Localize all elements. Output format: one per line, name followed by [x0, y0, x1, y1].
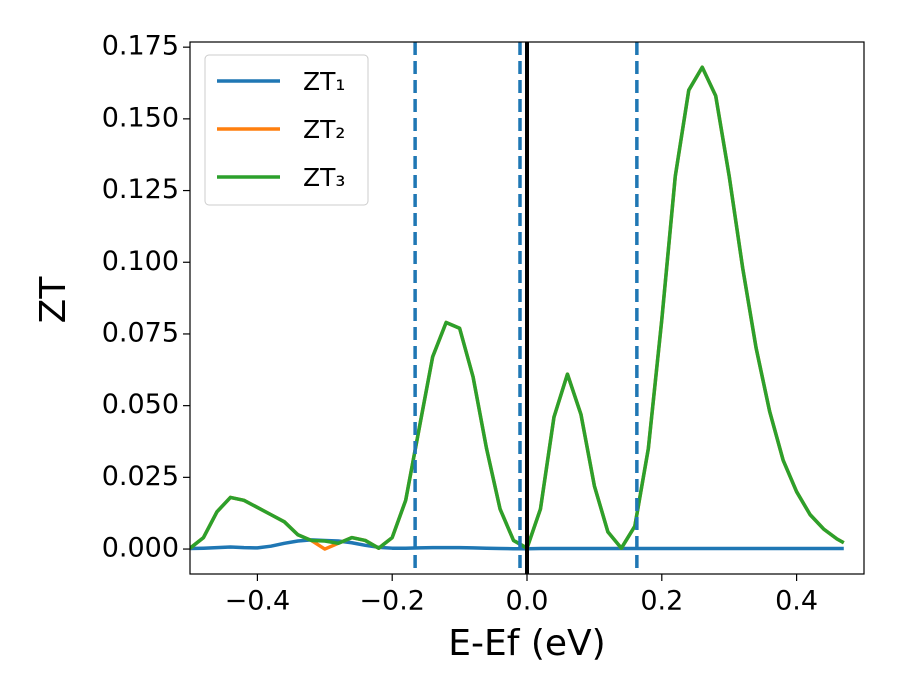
plot-frame — [189, 41, 865, 575]
legend-box — [204, 54, 369, 206]
x-tick-label: 0.0 — [506, 586, 549, 617]
x-tick-label: −0.2 — [359, 586, 425, 617]
x-axis-label: E-Ef (eV) — [448, 623, 605, 664]
legend-label: ZT₂ — [303, 115, 345, 144]
y-tick-label: 0.050 — [102, 389, 179, 420]
y-tick-label: 0.150 — [102, 102, 179, 133]
x-tick-label: 0.2 — [640, 586, 683, 617]
y-tick-label: 0.075 — [102, 317, 179, 348]
legend-label: ZT₃ — [303, 163, 345, 192]
y-tick-label: 0.175 — [102, 31, 179, 62]
y-axis-label: ZT — [33, 276, 74, 324]
y-tick-label: 0.125 — [102, 174, 179, 205]
y-tick-label: 0.025 — [102, 461, 179, 492]
y-tick-label: 0.000 — [102, 533, 179, 564]
y-tick-label: 0.100 — [102, 246, 179, 277]
x-tick-label: 0.4 — [775, 586, 818, 617]
legend-label: ZT₁ — [303, 67, 345, 96]
x-tick-label: −0.4 — [225, 586, 291, 617]
